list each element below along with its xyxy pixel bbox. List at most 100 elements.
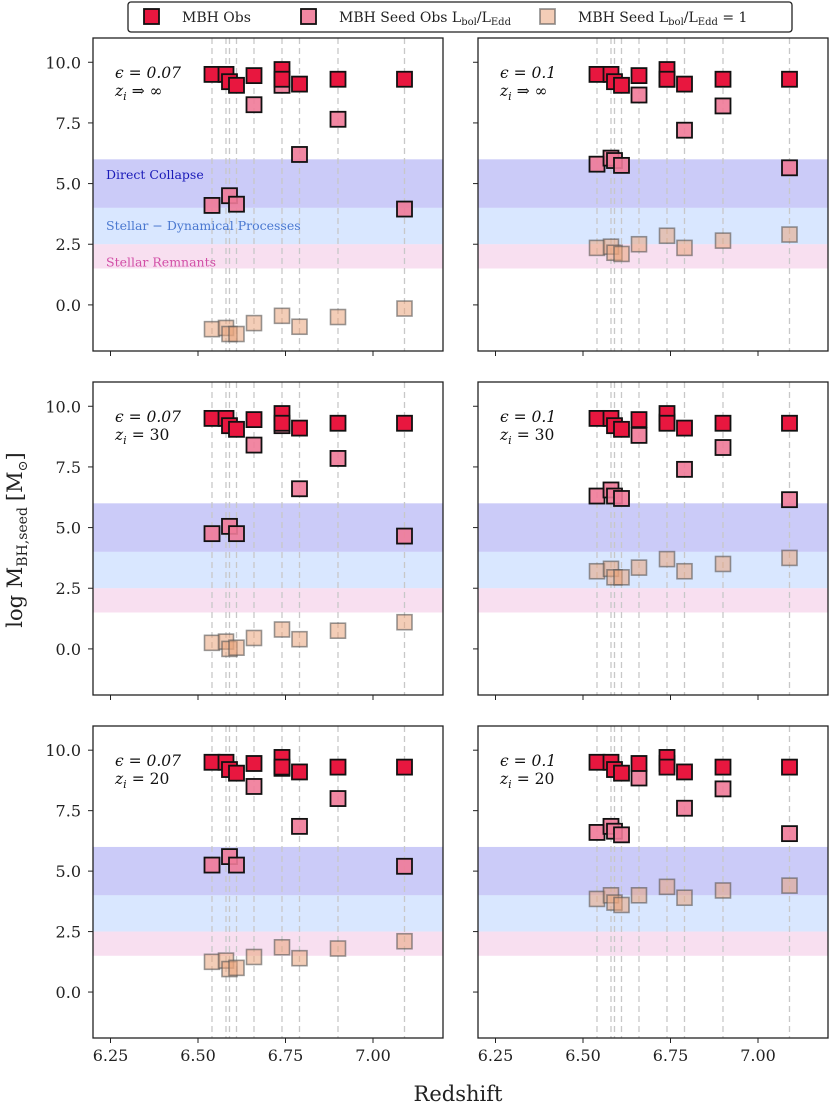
seed-edd-point — [781, 549, 798, 567]
seed-obs-point — [588, 155, 606, 173]
seed-edd-point — [329, 308, 347, 326]
seed-edd-point — [396, 932, 413, 950]
obs-point — [245, 67, 263, 85]
panel-4: ϵ = 0.1zi = 30 — [473, 381, 829, 700]
obs-point — [588, 409, 606, 427]
y-tick-label: 2.5 — [56, 235, 81, 254]
obs-point — [630, 411, 648, 429]
z-init-value: = 20 — [517, 770, 555, 788]
epsilon-label: ϵ = 0.07 — [115, 752, 181, 770]
obs-point — [291, 419, 308, 437]
seed-obs-point — [245, 96, 263, 114]
obs-point — [228, 764, 245, 782]
legend-swatch — [143, 8, 160, 25]
x-tick-label: 6.75 — [653, 1046, 689, 1065]
panel-plot-area — [93, 726, 443, 1038]
obs-point — [273, 758, 291, 776]
band-1 — [93, 895, 443, 932]
y-tick-label: 2.5 — [56, 579, 81, 598]
panel-frame — [92, 37, 444, 352]
x-tick-label: 7.00 — [740, 1046, 776, 1065]
obs-point — [781, 758, 798, 776]
obs-point — [714, 414, 732, 432]
z-init-label: zi = 30 — [114, 426, 169, 447]
seed-edd-point — [273, 939, 291, 956]
obs-point — [781, 414, 798, 432]
y-tick-label: 0.0 — [56, 640, 81, 659]
obs-point — [329, 70, 347, 88]
panel-frame — [92, 725, 444, 1039]
seed-edd-point — [630, 887, 648, 904]
panel-plot-area: Direct Collapse Stellar − Dynamical Proce… — [93, 38, 443, 351]
seed-obs-point — [396, 200, 413, 218]
obs-point — [613, 76, 630, 94]
obs-point — [658, 414, 676, 432]
x-tick-label: 6.50 — [565, 1046, 601, 1065]
seed-obs-point — [630, 769, 648, 787]
seed-edd-point — [658, 227, 676, 245]
seed-edd-point — [273, 307, 291, 325]
seed-edd-point — [676, 889, 693, 907]
seed-edd-point — [781, 226, 798, 243]
seed-obs-point — [714, 780, 732, 798]
obs-point — [676, 75, 693, 93]
seed-obs-point — [613, 490, 630, 507]
seed-edd-point — [203, 953, 221, 971]
band-label: Stellar − Dynamical Processes — [106, 218, 301, 233]
seed-obs-point — [329, 450, 347, 467]
seed-edd-point — [228, 325, 245, 343]
seed-obs-point — [781, 491, 798, 509]
band-1 — [478, 207, 828, 245]
band-label: Stellar Remnants — [106, 254, 216, 269]
seed-obs-point — [291, 146, 308, 163]
seed-edd-point — [228, 639, 245, 656]
obs-point — [714, 70, 732, 88]
band-0 — [93, 846, 443, 896]
band-1 — [478, 895, 828, 932]
z-init-label: zi ⇒ ∞ — [114, 82, 163, 103]
obs-point — [588, 753, 606, 771]
seed-edd-point — [714, 555, 732, 573]
x-tick-label: 6.25 — [93, 1046, 129, 1065]
band-2 — [93, 931, 443, 956]
obs-point — [245, 411, 263, 429]
obs-point — [588, 65, 606, 83]
panel-1: Direct Collapse Stellar − Dynamical Proce… — [45, 37, 444, 356]
seed-obs-point — [228, 856, 245, 874]
seed-obs-point — [676, 799, 693, 817]
y-tick-label: 5.0 — [56, 519, 81, 538]
obs-point — [676, 419, 693, 437]
seed-obs-point — [291, 480, 308, 498]
seed-edd-point — [676, 239, 693, 257]
seed-obs-point — [781, 825, 798, 843]
z-init-value: = 20 — [132, 770, 170, 788]
x-axis-label: Redshift — [414, 1082, 503, 1106]
panel-frame — [477, 381, 829, 696]
seed-obs-point — [630, 86, 648, 104]
y-tick-label: 0.0 — [56, 983, 81, 1002]
x-tick-label: 6.50 — [180, 1046, 216, 1065]
z-init-value: = 30 — [132, 426, 170, 444]
seed-edd-point — [658, 878, 676, 896]
obs-point — [781, 70, 798, 88]
obs-point — [396, 758, 413, 776]
y-axis-label: log MBH,seed[M⊙] — [3, 452, 31, 627]
panel-5: 6.25 6.50 6.75 7.00 0.0 2.5 5.0 7.5 10.0 ϵ = 0.07… — [45, 725, 444, 1065]
seed-edd-point — [396, 613, 413, 631]
seed-obs-point — [714, 97, 732, 115]
z-init-label: zi = 30 — [499, 426, 554, 447]
obs-point — [273, 414, 291, 432]
seed-obs-point — [714, 439, 732, 456]
seed-edd-point — [658, 550, 676, 568]
z-init-label: zi ⇒ ∞ — [499, 82, 548, 103]
seed-edd-point — [228, 959, 245, 977]
band-0 — [478, 159, 828, 208]
band-2 — [478, 244, 828, 269]
legend-box — [127, 1, 793, 33]
obs-point — [291, 75, 308, 93]
obs-point — [613, 420, 630, 438]
obs-point — [714, 758, 732, 776]
panel-6: 6.25 6.50 6.75 7.00 ϵ = 0.1zi = 20 — [473, 725, 829, 1065]
seed-obs-point — [613, 826, 630, 844]
